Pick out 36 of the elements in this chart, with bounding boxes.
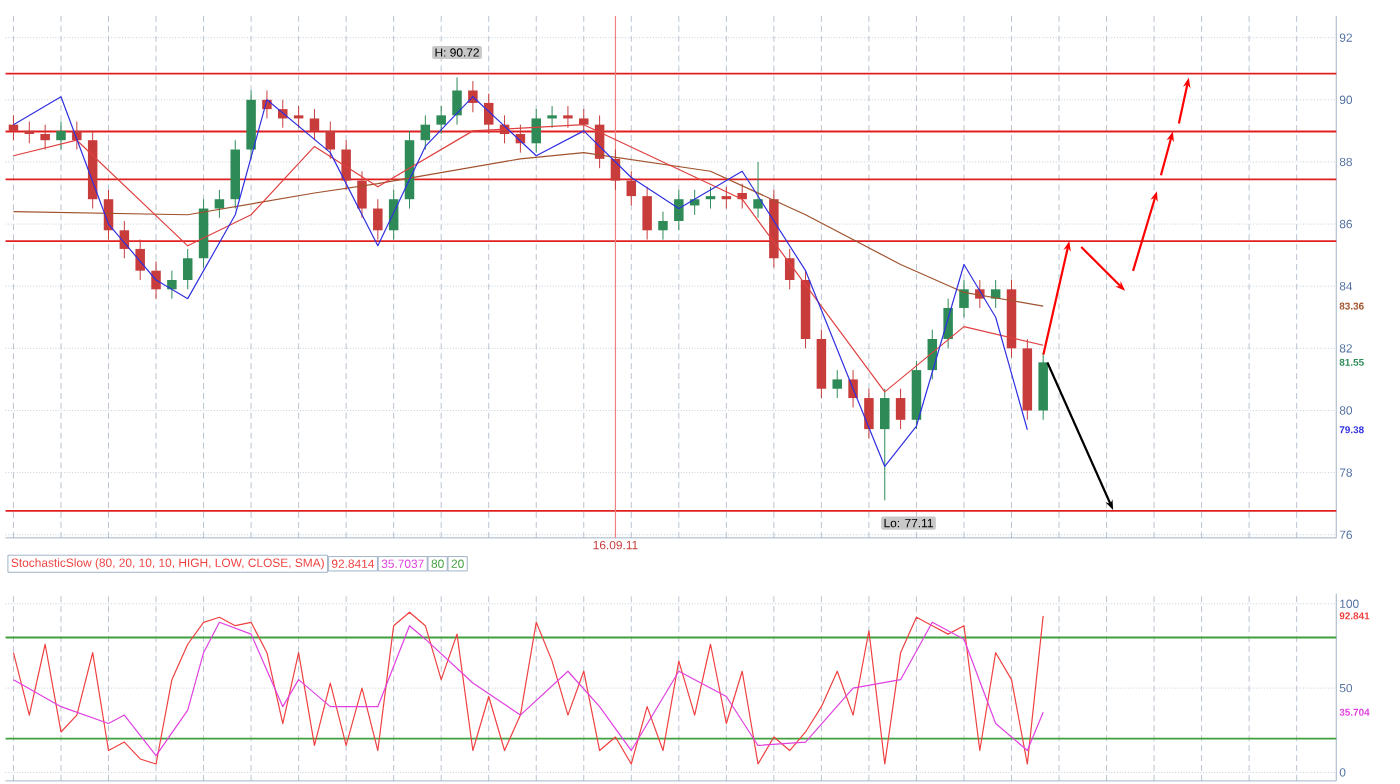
candlestick: [214, 188, 225, 218]
candlestick: [753, 161, 763, 218]
line-series: [12, 151, 1044, 307]
candlestick: [737, 182, 747, 209]
candlestick: [309, 108, 320, 141]
candlestick: [832, 369, 842, 399]
candlestick: [357, 170, 367, 218]
candlestick: [705, 185, 716, 209]
candlestick: [373, 198, 383, 240]
candlestick: [658, 210, 668, 240]
candlestick: [563, 105, 573, 128]
candlestick: [40, 123, 50, 150]
candlestick: [182, 247, 193, 290]
candlestick: [721, 185, 732, 209]
candlestick: [135, 238, 145, 281]
candlestick: [8, 114, 19, 141]
candlestick: [959, 279, 969, 318]
candlestick: [56, 120, 66, 150]
candlestick: [24, 120, 35, 144]
candlestick: [547, 105, 557, 128]
candlestick: [880, 387, 890, 501]
candlestick: [436, 105, 446, 135]
candlestick: [642, 185, 652, 240]
candlestick: [341, 139, 351, 190]
candlestick: [674, 188, 684, 231]
candlestick: [167, 269, 177, 299]
candlestick: [420, 114, 431, 150]
candlestick: [151, 260, 161, 299]
candlestick: [452, 76, 462, 125]
candlestick: [626, 170, 637, 206]
candlestick: [325, 120, 336, 159]
candlestick: [895, 387, 906, 430]
candlestick: [531, 108, 541, 153]
candlestick: [864, 387, 874, 439]
candlestick: [579, 108, 589, 135]
candlestick: [293, 105, 304, 128]
